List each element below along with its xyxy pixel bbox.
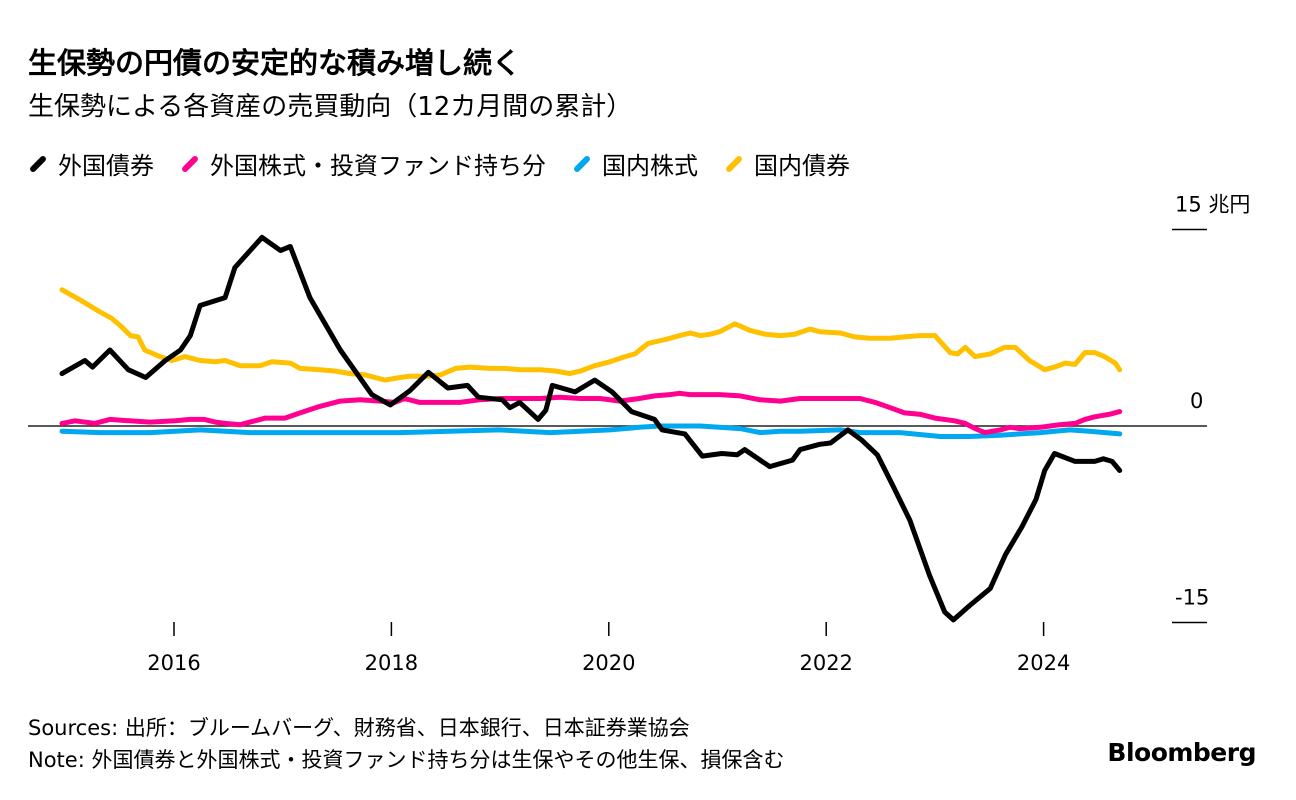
y-tick-label: -15 bbox=[1175, 586, 1209, 610]
x-tick-label: 2016 bbox=[147, 651, 200, 675]
legend-item-domestic-stocks: 国内株式 bbox=[572, 146, 698, 181]
chart-subtitle: 生保勢による各資産の売買動向（12カ月間の累計） bbox=[28, 92, 633, 122]
x-tick-label: 2020 bbox=[582, 651, 635, 675]
legend-label: 国内株式 bbox=[602, 152, 698, 180]
legend-item-foreign-bonds: 外国債券 bbox=[28, 146, 154, 181]
series-line-2 bbox=[59, 423, 1123, 439]
y-tick-label: 0 bbox=[1190, 389, 1203, 413]
legend: 外国債券 外国株式・投資ファンド持ち分 国内株式 国内債券 bbox=[28, 146, 850, 181]
y-tick-label: 15 兆円 bbox=[1175, 193, 1250, 217]
sources-text: Sources: 出所：ブルームバーグ、財務省、日本銀行、日本証券業協会 bbox=[28, 716, 690, 740]
legend-label: 外国債券 bbox=[58, 152, 154, 180]
bloomberg-logo: Bloomberg bbox=[1107, 738, 1256, 767]
chart-notes: Sources: 出所：ブルームバーグ、財務省、日本銀行、日本証券業協会 Not… bbox=[28, 712, 784, 776]
legend-label: 外国株式・投資ファンド持ち分 bbox=[210, 152, 546, 180]
x-tick-label: 2024 bbox=[1017, 651, 1070, 675]
x-tick-label: 2022 bbox=[799, 651, 852, 675]
series-line-0 bbox=[59, 234, 1123, 623]
x-tick-label: 2018 bbox=[365, 651, 418, 675]
legend-item-domestic-bonds: 国内債券 bbox=[724, 146, 850, 181]
series-line-1 bbox=[59, 390, 1123, 436]
note-text: Note: 外国債券と外国株式・投資ファンド持ち分は生保やその他生保、損保含む bbox=[28, 748, 785, 772]
series-line-3 bbox=[59, 287, 1123, 383]
legend-label: 国内債券 bbox=[754, 152, 850, 180]
chart-title: 生保勢の円債の安定的な積み増し続く bbox=[28, 46, 522, 80]
legend-item-foreign-stocks: 外国株式・投資ファンド持ち分 bbox=[180, 146, 546, 181]
